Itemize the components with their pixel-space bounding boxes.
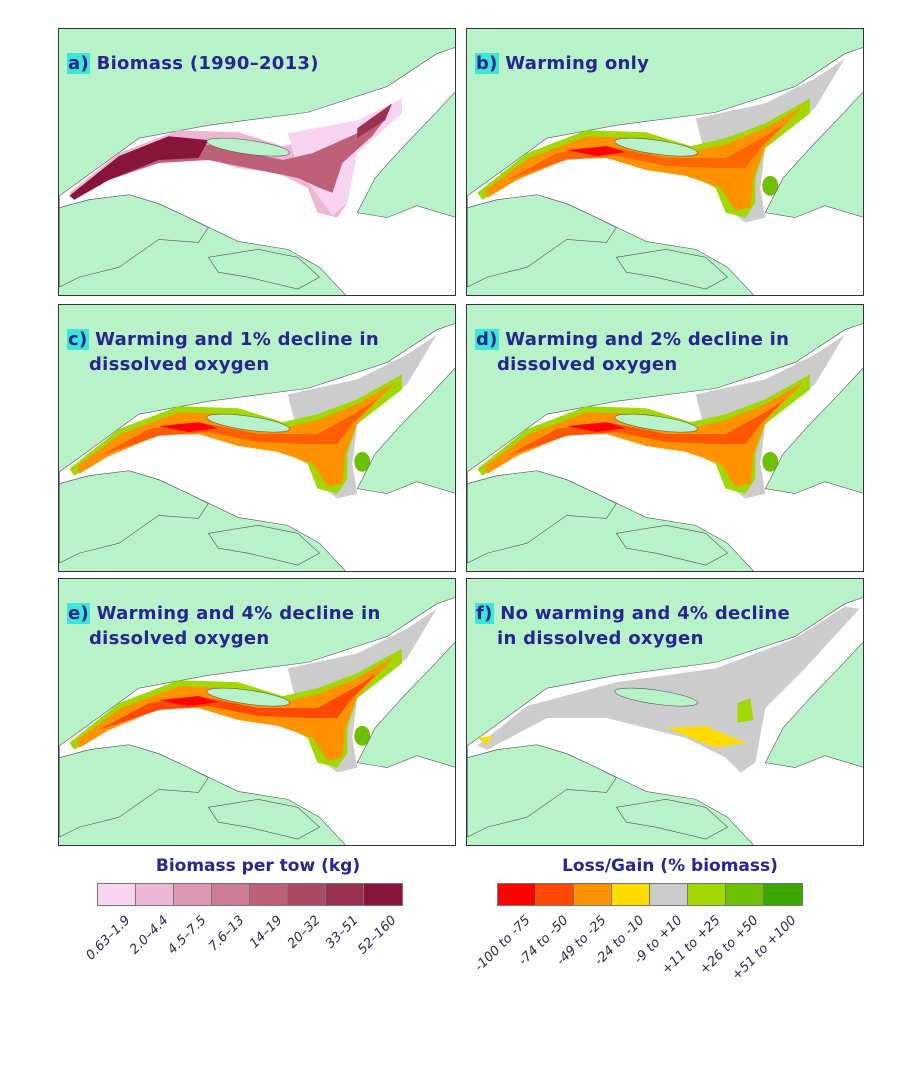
map-panel-b: b) Warming only xyxy=(466,28,864,296)
panel-title-line2: dissolved oxygen xyxy=(89,354,270,375)
severe-loss-area xyxy=(158,696,219,707)
map-panel-c: c) Warming and 1% decline in dissolved ox… xyxy=(58,304,456,572)
legend-swatch xyxy=(326,884,364,905)
strong-loss-area xyxy=(507,399,786,456)
legend-swatch xyxy=(136,884,174,905)
panel-title-line2: in dissolved oxygen xyxy=(497,628,704,649)
map xyxy=(59,597,455,845)
nova-scotia-land xyxy=(615,249,729,290)
panel-letter: a) xyxy=(67,53,90,74)
biomass-legend-swatches xyxy=(97,883,403,906)
gaspe-land xyxy=(59,470,209,564)
legend-swatch xyxy=(212,884,250,905)
newfoundland-land xyxy=(764,367,863,494)
severe-loss-area xyxy=(566,146,627,157)
gaspe-land xyxy=(467,470,617,564)
gain-patch xyxy=(737,698,754,723)
anticosti-island xyxy=(206,137,290,157)
anticosti-island xyxy=(614,413,698,433)
gain-patch xyxy=(354,725,371,746)
map-panel-d: d) Warming and 2% decline in dissolved ox… xyxy=(466,304,864,572)
legend-swatch xyxy=(688,884,726,905)
panel-title-line1: Warming and 2% decline in xyxy=(505,329,790,350)
gaspe-land xyxy=(59,744,209,838)
nova-scotia-land xyxy=(615,799,729,840)
map xyxy=(467,47,863,295)
map xyxy=(467,323,863,571)
legend-swatch xyxy=(536,884,574,905)
panel-title-line2: dissolved oxygen xyxy=(497,354,678,375)
anticosti-island xyxy=(206,413,290,433)
anticosti-island xyxy=(206,687,290,707)
panel-letter: e) xyxy=(67,603,91,624)
legend-swatch xyxy=(98,884,136,905)
strong-loss-area xyxy=(507,123,786,180)
change-legend-swatches xyxy=(497,883,803,906)
gain-patch xyxy=(354,451,371,472)
newfoundland-land xyxy=(764,91,863,218)
strong-loss-area xyxy=(99,399,378,456)
biomass-high-area xyxy=(69,136,209,200)
map-panel-e: e) Warming and 4% decline in dissolved ox… xyxy=(58,578,456,846)
panel-title: e) Warming and 4% decline in dissolved ox… xyxy=(67,601,381,651)
panel-title-line1: No warming and 4% decline xyxy=(500,603,791,624)
no-change-area xyxy=(477,606,860,773)
panel-title-line1: Biomass (1990–2013) xyxy=(96,53,319,74)
panel-title-line1: Warming and 4% decline in xyxy=(96,603,381,624)
biomass-mid-area xyxy=(84,116,388,193)
map-panel-a: a) Biomass (1990–2013) xyxy=(58,28,456,296)
nova-scotia-land xyxy=(207,249,321,290)
severe-loss-area xyxy=(158,422,219,433)
map xyxy=(59,323,455,571)
nova-scotia-land xyxy=(207,525,321,566)
legend-swatch xyxy=(250,884,288,905)
legend-swatch xyxy=(726,884,764,905)
map xyxy=(467,597,863,845)
newfoundland-land xyxy=(356,641,455,768)
map-panel-f: f) No warming and 4% decline in dissolved… xyxy=(466,578,864,846)
strong-loss-area xyxy=(99,673,378,730)
panel-letter: f) xyxy=(475,603,494,624)
legend-swatch xyxy=(174,884,212,905)
panel-title: b) Warming only xyxy=(475,51,649,76)
nova-scotia-land xyxy=(207,799,321,840)
change-legend-title: Loss/Gain (% biomass) xyxy=(562,856,778,876)
anticosti-island xyxy=(614,137,698,157)
panel-title-line2: dissolved oxygen xyxy=(89,628,270,649)
panel-letter: b) xyxy=(475,53,499,74)
gaspe-land xyxy=(59,194,209,288)
biomass-legend-title: Biomass per tow (kg) xyxy=(155,856,361,876)
legend-swatch xyxy=(574,884,612,905)
slight-loss-area xyxy=(666,725,746,748)
panel-title-line1: Warming and 1% decline in xyxy=(95,329,380,350)
panel-title-line1: Warming only xyxy=(505,53,650,74)
legend-swatch xyxy=(498,884,536,905)
legend-swatch xyxy=(364,884,402,905)
gaspe-land xyxy=(467,194,617,288)
panel-title: a) Biomass (1990–2013) xyxy=(67,51,319,76)
panel-letter: d) xyxy=(475,329,499,350)
nova-scotia-land xyxy=(615,525,729,566)
newfoundland-land xyxy=(356,91,455,218)
gaspe-land xyxy=(467,744,617,838)
gain-patch xyxy=(762,175,779,196)
slight-loss-patch xyxy=(477,735,493,746)
anticosti-island xyxy=(614,687,698,707)
panel-title: c) Warming and 1% decline in dissolved ox… xyxy=(67,327,379,377)
panel-title: f) No warming and 4% decline in dissolved… xyxy=(475,601,790,651)
map xyxy=(59,47,455,295)
panel-letter: c) xyxy=(67,329,89,350)
newfoundland-land xyxy=(356,367,455,494)
severe-loss-area xyxy=(566,422,627,433)
legend-swatch xyxy=(764,884,802,905)
biomass-northeast-area xyxy=(357,103,392,139)
legend-swatch xyxy=(288,884,326,905)
legend-swatch xyxy=(650,884,688,905)
panel-title: d) Warming and 2% decline in dissolved ox… xyxy=(475,327,789,377)
newfoundland-land xyxy=(764,641,863,768)
gain-patch xyxy=(762,451,779,472)
legend-swatch xyxy=(612,884,650,905)
